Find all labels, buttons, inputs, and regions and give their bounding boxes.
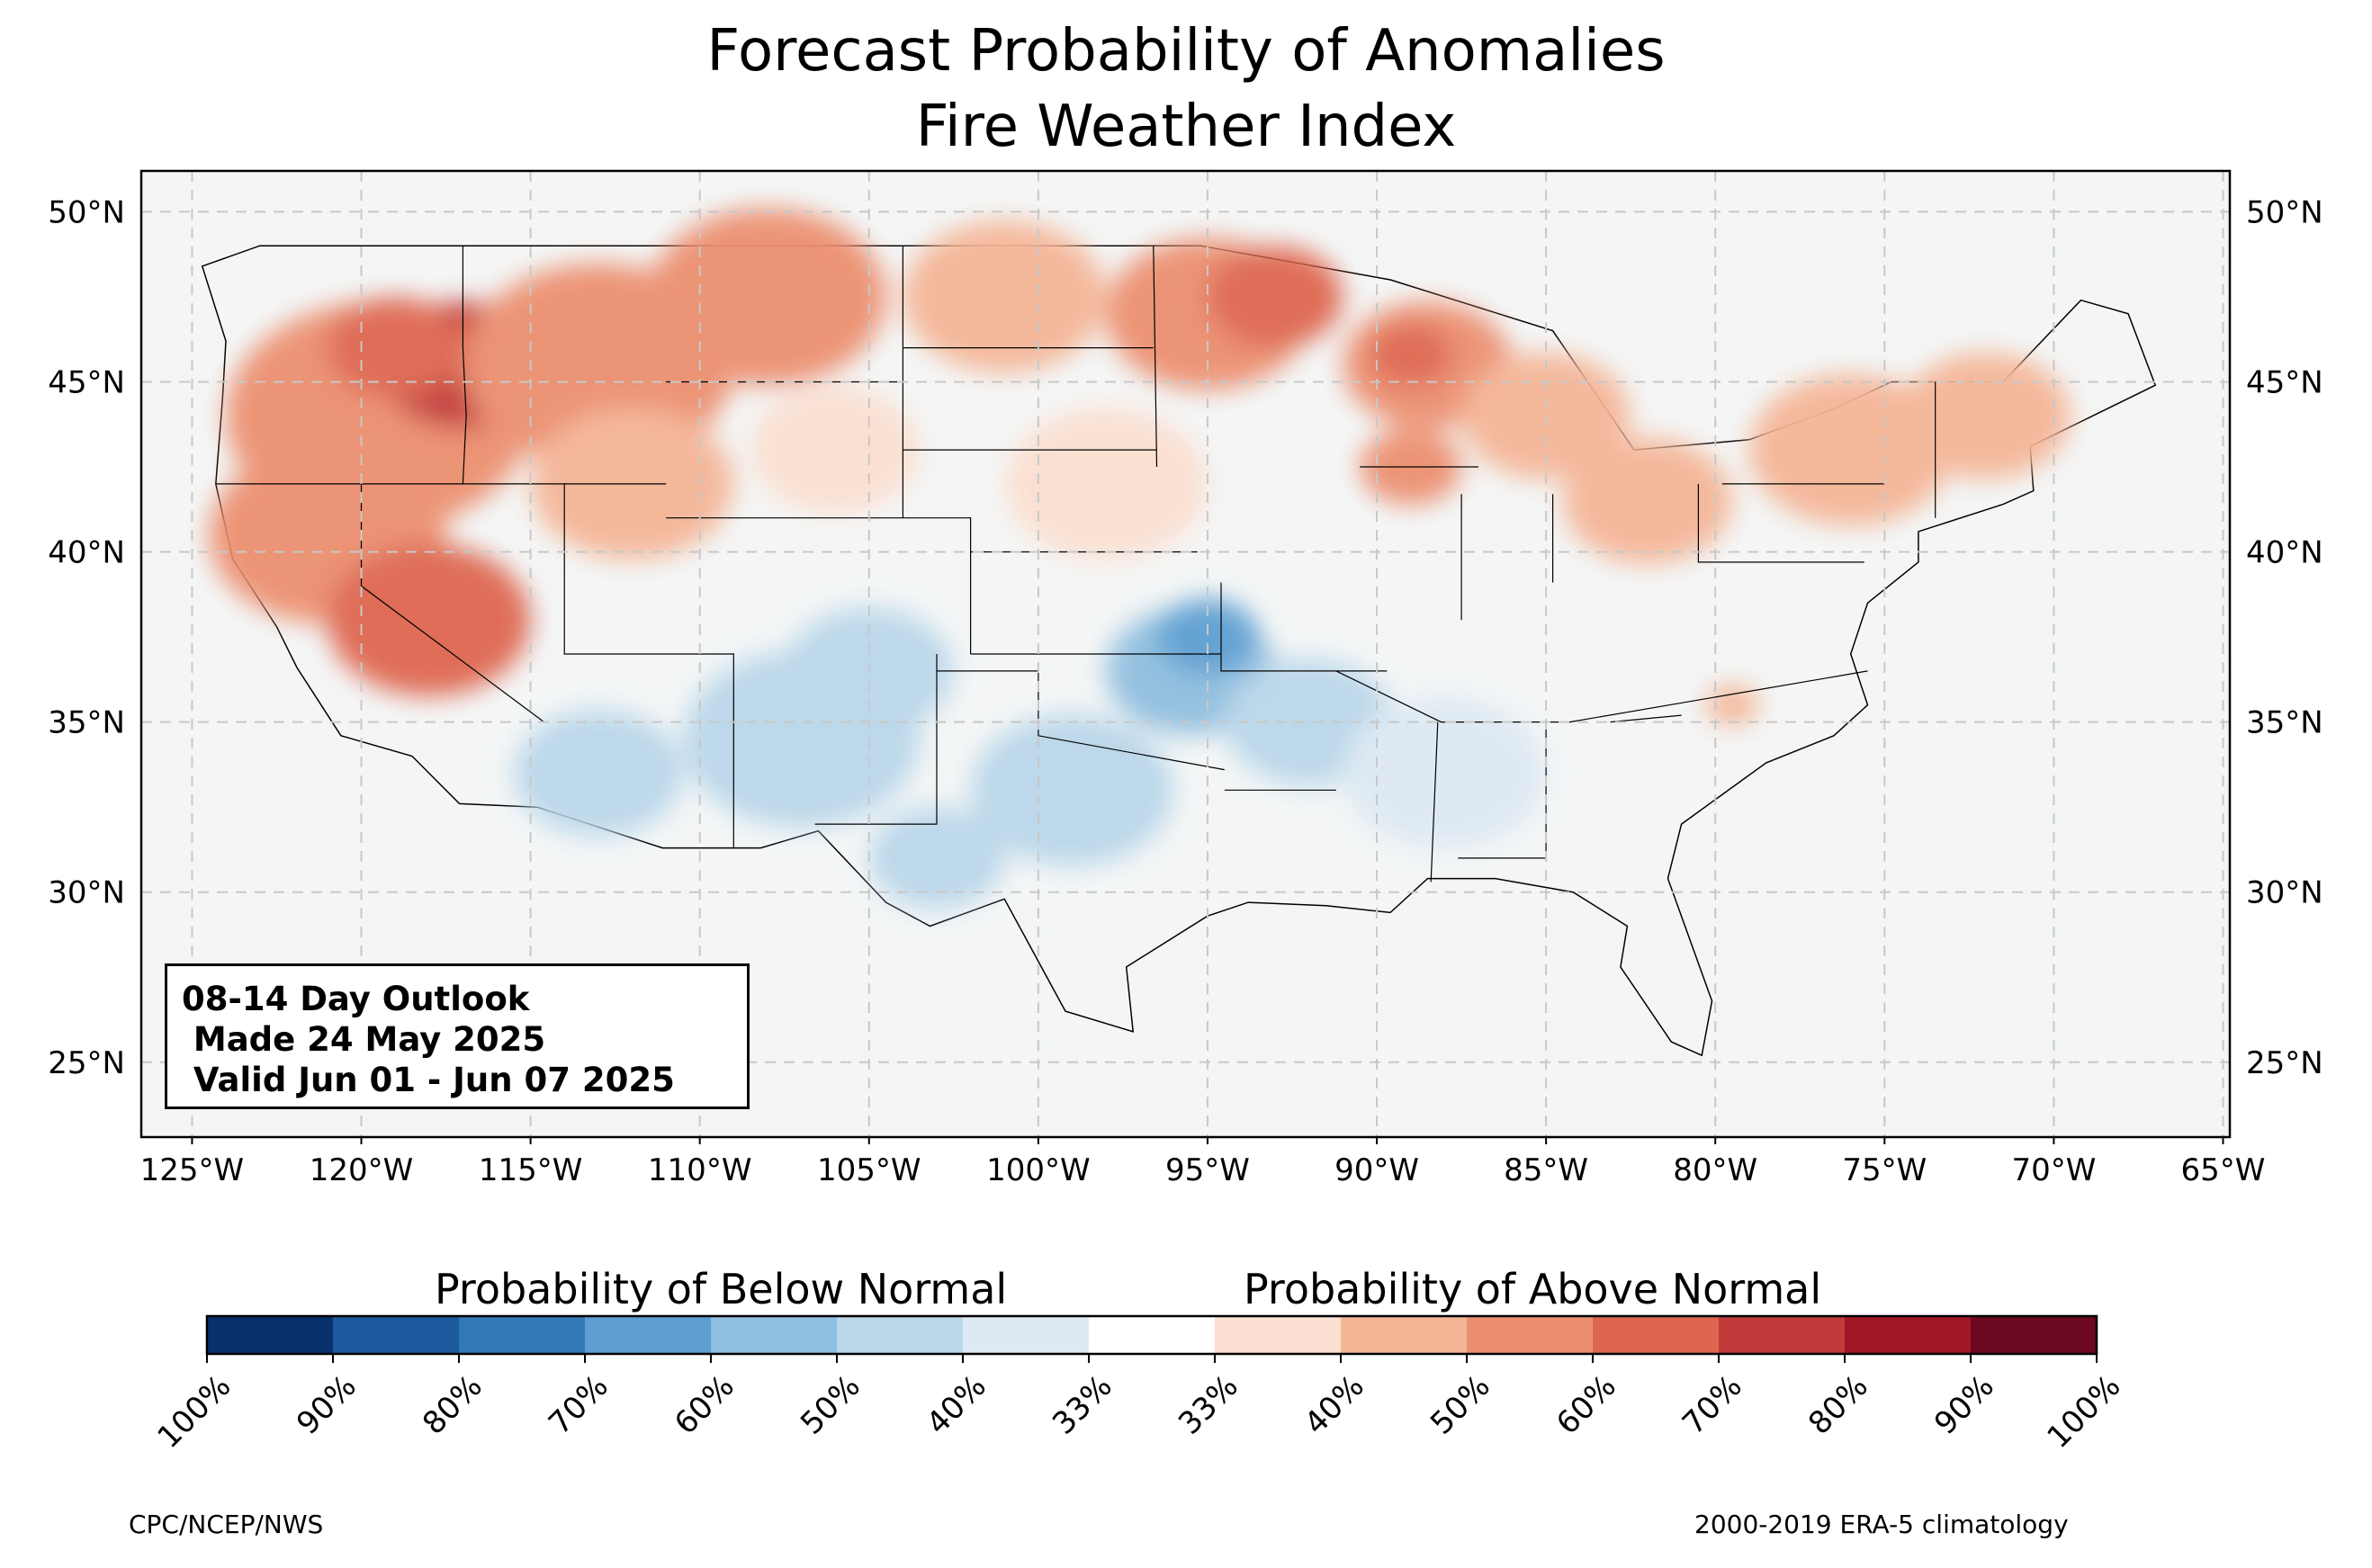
lon-tick-label: 120°W	[310, 1152, 414, 1188]
lat-tick-label-left: 45°N	[48, 364, 125, 400]
lon-tick-label: 90°W	[1334, 1152, 1419, 1188]
anomaly-contour	[1461, 352, 1631, 479]
lon-tick-label: 100°W	[986, 1152, 1091, 1188]
anomaly-contour	[327, 543, 531, 696]
colorbar	[205, 1314, 2098, 1363]
state-line	[1610, 714, 1682, 723]
colorbar-swatch	[1341, 1316, 1468, 1354]
colorbar-swatch	[837, 1316, 964, 1354]
lat-tick-label-left: 30°N	[48, 875, 125, 911]
lat-tick-label-right: 25°N	[2246, 1045, 2323, 1081]
state-line	[1697, 483, 1864, 563]
colorbar-swatch	[1845, 1316, 1972, 1354]
anomaly-blobs	[209, 208, 2071, 909]
map-frame	[139, 169, 2232, 1139]
footer-source: CPC/NCEP/NWS	[129, 1510, 324, 1539]
anomaly-contour	[903, 220, 1107, 373]
lat-tick-label-left: 35°N	[48, 705, 125, 741]
colorbar-swatch	[1593, 1316, 1720, 1354]
lon-tick-label: 75°W	[1842, 1152, 1927, 1188]
colorbar-swatch	[207, 1316, 334, 1354]
outlook-info-box: 08-14 Day Outlook Made 24 May 2025 Valid…	[165, 963, 750, 1109]
anomaly-contour	[1156, 598, 1259, 676]
lat-tick-label-left: 50°N	[48, 194, 125, 230]
anomaly-contour	[649, 208, 886, 386]
lat-tick-label-right: 50°N	[2246, 194, 2323, 230]
state-line	[1220, 582, 1388, 672]
outlook-made-date: Made 24 May 2025	[182, 1020, 546, 1059]
anomaly-contour	[327, 297, 463, 399]
colorbar-swatch	[333, 1316, 460, 1354]
map-title-line-2: Fire Weather Index	[915, 94, 1457, 160]
lon-tick-label: 65°W	[2181, 1152, 2266, 1188]
longitude-axis: 125°W 120°W 115°W 110°W 105°W 100°W 95°W 90°W 85…	[140, 1137, 2266, 1188]
lon-tick-label: 125°W	[140, 1152, 245, 1188]
colorbar-below-title: Probability of Below Normal	[435, 1265, 1008, 1313]
colorbar-frame	[205, 1314, 2098, 1356]
state-line	[666, 517, 972, 654]
anomaly-field	[209, 208, 2071, 909]
latitude-axis: 50°N 50°N 45°N 45°N 40°N 40°N 35°N 35°N 30°N 30°N…	[48, 194, 2323, 1080]
anomaly-contour	[1004, 408, 1208, 560]
anomaly-contour	[1343, 696, 1547, 850]
map-title-line-1: Forecast Probability of Anomalies	[706, 18, 1666, 85]
lon-tick-label: 70°W	[2011, 1152, 2096, 1188]
anomaly-contour	[1208, 246, 1343, 348]
colorbar-swatch	[963, 1316, 1090, 1354]
lon-tick-label: 85°W	[1504, 1152, 1588, 1188]
lat-tick-label-right: 45°N	[2246, 364, 2323, 400]
anomaly-contour	[1370, 324, 1451, 386]
colorbar-swatch	[585, 1316, 712, 1354]
outlook-period: 08-14 Day Outlook	[182, 980, 530, 1018]
lat-tick-label-left: 25°N	[48, 1045, 125, 1081]
colorbar-above-title: Probability of Above Normal	[1244, 1265, 1822, 1313]
lon-tick-label: 95°W	[1165, 1152, 1250, 1188]
state-line	[814, 654, 938, 825]
state-line	[1430, 721, 1439, 883]
lat-tick-label-right: 40°N	[2246, 535, 2323, 571]
outlook-valid-dates: Valid Jun 01 - Jun 07 2025	[182, 1061, 675, 1099]
colorbar-swatch	[1971, 1316, 2098, 1354]
lon-tick-label: 105°W	[817, 1152, 921, 1188]
anomaly-contour	[868, 807, 1005, 909]
anomaly-contour	[1563, 437, 1732, 565]
anomaly-contour	[513, 709, 683, 837]
state-line	[1153, 246, 1158, 468]
lat-tick-label-left: 40°N	[48, 535, 125, 571]
anomaly-contour	[1901, 352, 2071, 479]
lon-tick-label: 110°W	[648, 1152, 752, 1188]
lat-tick-label-right: 35°N	[2246, 705, 2323, 741]
anomaly-contour	[1748, 373, 1953, 526]
anomaly-contour	[750, 386, 921, 514]
colorbar-swatch	[1089, 1316, 1216, 1354]
colorbar-swatch	[711, 1316, 838, 1354]
colorbar-swatch	[1467, 1316, 1594, 1354]
lat-tick-label-right: 30°N	[2246, 875, 2323, 911]
colorbar-swatch	[1215, 1316, 1342, 1354]
anomaly-contour	[1704, 685, 1760, 726]
colorbar-swatch	[1719, 1316, 1846, 1354]
state-line	[563, 483, 734, 848]
colorbar-swatch	[459, 1316, 586, 1354]
lon-tick-label: 115°W	[479, 1152, 583, 1188]
anomaly-contour	[970, 713, 1174, 866]
footer-climatology: 2000-2019 ERA-5 climatology	[1694, 1510, 2069, 1539]
lon-tick-label: 80°W	[1673, 1152, 1757, 1188]
